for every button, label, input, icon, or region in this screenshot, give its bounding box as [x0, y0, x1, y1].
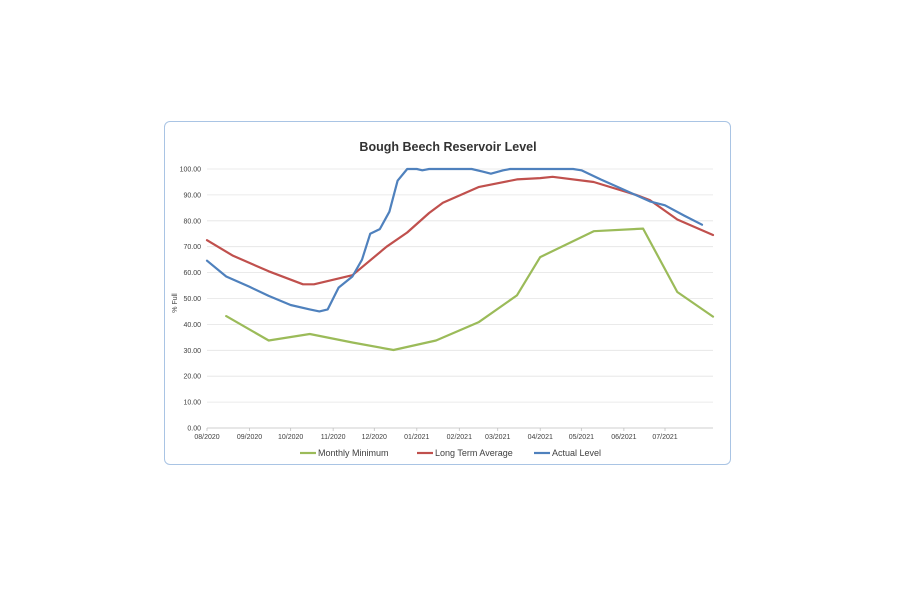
legend-label: Monthly Minimum: [318, 448, 389, 458]
x-tick-label: 12/2020: [362, 434, 387, 441]
y-axis-label: % Full: [172, 293, 179, 313]
y-tick-label: 40.00: [183, 322, 201, 329]
series-line-actual-level: [205, 167, 704, 313]
x-tick-label: 03/2021: [485, 434, 510, 441]
x-tick-label: 04/2021: [528, 434, 553, 441]
y-tick-label: 100.00: [180, 167, 202, 174]
y-axis-ticks: 0.00 10.00 20.00 30.00 40.00 50.00 60.00 70.00 8…: [180, 167, 202, 433]
x-tick-label: 01/2021: [404, 434, 429, 441]
x-tick-label: 11/2020: [321, 434, 346, 441]
x-tick-label: 08/2020: [194, 434, 219, 441]
x-tick-label: 06/2021: [611, 434, 636, 441]
series-line-long-term-average: [205, 175, 715, 286]
legend: Monthly Minimum Long Term Average Actual L…: [300, 448, 601, 458]
y-tick-label: 10.00: [183, 400, 201, 407]
legend-label: Actual Level: [552, 448, 601, 458]
chart-frame: Bough Beech Reservoir Level 0.00 10.00 20.…: [164, 121, 731, 465]
y-tick-label: 20.00: [183, 374, 201, 381]
x-tick-label: 05/2021: [569, 434, 594, 441]
y-tick-label: 70.00: [183, 244, 201, 251]
y-tick-label: 60.00: [183, 270, 201, 277]
chart-title: Bough Beech Reservoir Level: [359, 140, 536, 154]
x-tick-label: 02/2021: [447, 434, 472, 441]
x-tick-label: 10/2020: [278, 434, 303, 441]
y-tick-label: 80.00: [183, 218, 201, 225]
y-tick-label: 50.00: [183, 296, 201, 303]
series-line-monthly-minimum: [225, 227, 715, 352]
legend-label: Long Term Average: [435, 448, 513, 458]
y-tick-label: 30.00: [183, 348, 201, 355]
series-lines: [205, 167, 715, 352]
x-tick-label: 07/2021: [652, 434, 677, 441]
y-tick-label: 0.00: [187, 426, 201, 433]
x-tick-label: 09/2020: [237, 434, 262, 441]
y-tick-label: 90.00: [183, 192, 201, 199]
line-chart: Bough Beech Reservoir Level 0.00 10.00 20.…: [172, 140, 715, 458]
x-axis-ticks: 08/2020 09/2020 10/2020 11/2020 12/2020 01/20…: [194, 428, 678, 441]
gridlines: [207, 168, 713, 429]
